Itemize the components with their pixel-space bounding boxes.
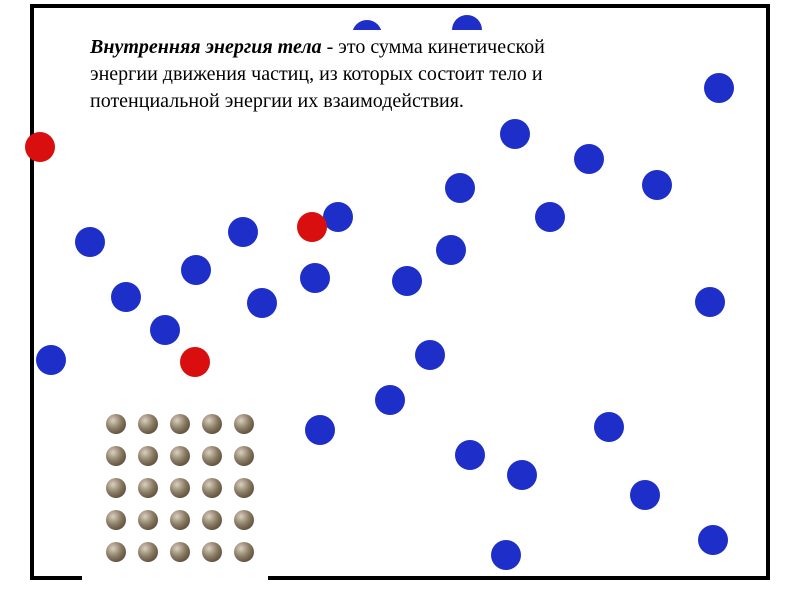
- particle: [150, 315, 180, 345]
- lattice-bead: [138, 414, 158, 434]
- particle: [247, 288, 277, 318]
- particle: [392, 266, 422, 296]
- particle: [111, 282, 141, 312]
- lattice-bead: [106, 446, 126, 466]
- definition-line3: потенциальной энергии их взаимодействия.: [90, 88, 638, 115]
- lattice-bead: [138, 446, 158, 466]
- particle: [491, 540, 521, 570]
- particle: [415, 340, 445, 370]
- definition-line1-rest: - это сумма кинетической: [322, 36, 545, 58]
- definition-line2: энергии движения частиц, из которых сост…: [90, 61, 638, 88]
- particle: [436, 235, 466, 265]
- particle: [704, 73, 734, 103]
- particle: [297, 212, 327, 242]
- term: Внутренняя энергия тела: [90, 36, 322, 58]
- particle: [594, 412, 624, 442]
- particle: [25, 132, 55, 162]
- lattice-bead: [170, 446, 190, 466]
- lattice-bead: [106, 414, 126, 434]
- lattice-bead: [170, 510, 190, 530]
- particle: [181, 255, 211, 285]
- lattice-bead: [202, 478, 222, 498]
- particle: [507, 460, 537, 490]
- lattice-bead: [170, 542, 190, 562]
- particle: [300, 263, 330, 293]
- lattice-bead: [202, 414, 222, 434]
- lattice-bead: [138, 478, 158, 498]
- particle: [228, 217, 258, 247]
- lattice-bead: [106, 542, 126, 562]
- lattice-bead: [106, 510, 126, 530]
- lattice-bead: [138, 542, 158, 562]
- lattice-bead: [138, 510, 158, 530]
- lattice-bead: [234, 510, 254, 530]
- particle: [535, 202, 565, 232]
- particle: [642, 170, 672, 200]
- lattice-bead: [106, 478, 126, 498]
- lattice-bead: [234, 478, 254, 498]
- lattice-bead: [234, 542, 254, 562]
- particle: [695, 287, 725, 317]
- lattice-bead: [202, 446, 222, 466]
- definition-text: Внутренняя энергия тела - это сумма кине…: [84, 30, 644, 119]
- particle: [180, 347, 210, 377]
- particle: [445, 173, 475, 203]
- lattice-bead: [234, 446, 254, 466]
- particle: [630, 480, 660, 510]
- particle: [75, 227, 105, 257]
- particle: [500, 119, 530, 149]
- particle: [323, 202, 353, 232]
- lattice-bead: [202, 542, 222, 562]
- solid-lattice: [100, 408, 260, 568]
- particle: [574, 144, 604, 174]
- particle: [305, 415, 335, 445]
- particle: [698, 525, 728, 555]
- lattice-bead: [170, 414, 190, 434]
- lattice-bead: [234, 414, 254, 434]
- lattice-bead: [170, 478, 190, 498]
- particle: [36, 345, 66, 375]
- particle: [455, 440, 485, 470]
- lattice-bead: [202, 510, 222, 530]
- particle: [375, 385, 405, 415]
